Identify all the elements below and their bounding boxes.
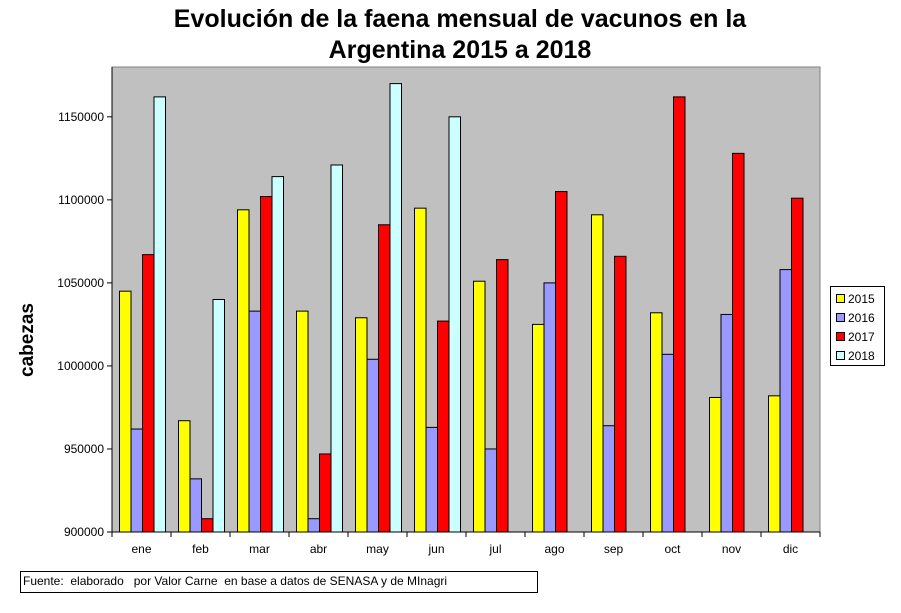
bar-2016-abr (307, 518, 320, 533)
y-tick-label: 950000 (64, 442, 104, 456)
bar-2018-mar (271, 176, 284, 533)
bar-2017-mar (260, 196, 273, 533)
bar-2018-feb (212, 299, 225, 533)
bar-2018-jun (448, 116, 461, 533)
legend-swatch-2016 (836, 313, 845, 322)
x-tick-label-oct: oct (664, 542, 681, 556)
x-tick-label-jun: jun (427, 542, 444, 556)
legend-item-2018: 2018 (836, 346, 884, 365)
bar-2015-jul (473, 280, 486, 533)
bar-2017-feb (201, 518, 214, 533)
bar-2018-abr (330, 164, 343, 533)
legend-swatch-2017 (836, 332, 845, 341)
chart-title-line-1: Evolución de la faena mensual de vacunos… (173, 5, 747, 33)
bar-2015-ago (532, 323, 545, 533)
legend: 2015 2016 2017 2018 (830, 286, 885, 366)
y-tick-label: 1100000 (58, 193, 104, 207)
chart-title-line-2: Argentina 2015 a 2018 (328, 36, 592, 64)
bar-2016-mar (248, 310, 261, 533)
bar-2015-oct (650, 312, 663, 533)
bar-2016-ene (130, 428, 143, 533)
bar-2018-ene (153, 96, 166, 533)
bar-2015-abr (296, 310, 309, 533)
bar-2017-ene (142, 254, 155, 533)
y-tick-label: 1050000 (57, 276, 104, 290)
bar-2015-feb (178, 420, 191, 533)
y-axis-label: cabezas (17, 303, 38, 377)
bar-2017-abr (319, 453, 332, 533)
legend-item-2017: 2017 (836, 327, 884, 346)
bar-2016-dic (779, 269, 792, 533)
legend-label-2018: 2018 (848, 348, 875, 363)
bar-2015-ene (119, 290, 132, 533)
bar-2017-nov (732, 152, 745, 533)
x-tick-label-ago: ago (544, 542, 564, 556)
legend-label-2017: 2017 (848, 329, 875, 344)
bar-2017-sep (614, 255, 627, 533)
y-tick-label: 1150000 (58, 110, 104, 124)
bar-2016-jun (425, 426, 438, 533)
bar-2017-oct (673, 96, 686, 533)
bar-2015-jun (414, 207, 427, 533)
bar-2015-sep (591, 214, 604, 533)
legend-item-2015: 2015 (836, 289, 884, 308)
legend-label-2016: 2016 (848, 310, 875, 325)
plot-area (111, 66, 821, 533)
bar-2016-ago (543, 282, 556, 533)
bar-2015-dic (768, 395, 781, 533)
x-tick-label-mar: mar (249, 542, 270, 556)
x-tick-label-ene: ene (131, 542, 151, 556)
legend-swatch-2018 (836, 351, 845, 360)
x-tick-label-nov: nov (722, 542, 741, 556)
x-tick-label-feb: feb (192, 542, 209, 556)
legend-item-2016: 2016 (836, 308, 884, 327)
bar-2016-feb (189, 478, 202, 533)
bar-2017-dic (791, 197, 804, 533)
x-tick-label-dic: dic (783, 542, 798, 556)
bar-2016-oct (661, 353, 674, 533)
x-tick-label-jul: jul (488, 542, 501, 556)
bar-2018-may (389, 83, 402, 533)
legend-swatch-2015 (836, 294, 845, 303)
bar-2017-jun (437, 320, 450, 533)
bar-2015-nov (709, 396, 722, 533)
x-tick-label-sep: sep (604, 542, 624, 556)
x-tick-label-may: may (366, 542, 389, 556)
y-tick-label: 1000000 (57, 359, 104, 373)
bar-2016-nov (720, 313, 733, 533)
source-note: Fuente: elaborado por Valor Carne en bas… (20, 571, 538, 593)
bar-2017-jul (496, 259, 509, 533)
x-tick-label-abr: abr (310, 542, 327, 556)
bar-2016-jul (484, 448, 497, 533)
bar-2016-may (366, 358, 379, 533)
y-tick-label: 900000 (64, 525, 104, 539)
bar-2016-sep (602, 425, 615, 533)
bar-2015-mar (237, 209, 250, 533)
bar-2017-may (378, 224, 391, 533)
chart-title: Evolución de la faena mensual de vacunos… (80, 4, 840, 66)
bar-2015-may (355, 317, 368, 533)
legend-label-2015: 2015 (848, 291, 875, 306)
bar-2017-ago (555, 191, 568, 533)
